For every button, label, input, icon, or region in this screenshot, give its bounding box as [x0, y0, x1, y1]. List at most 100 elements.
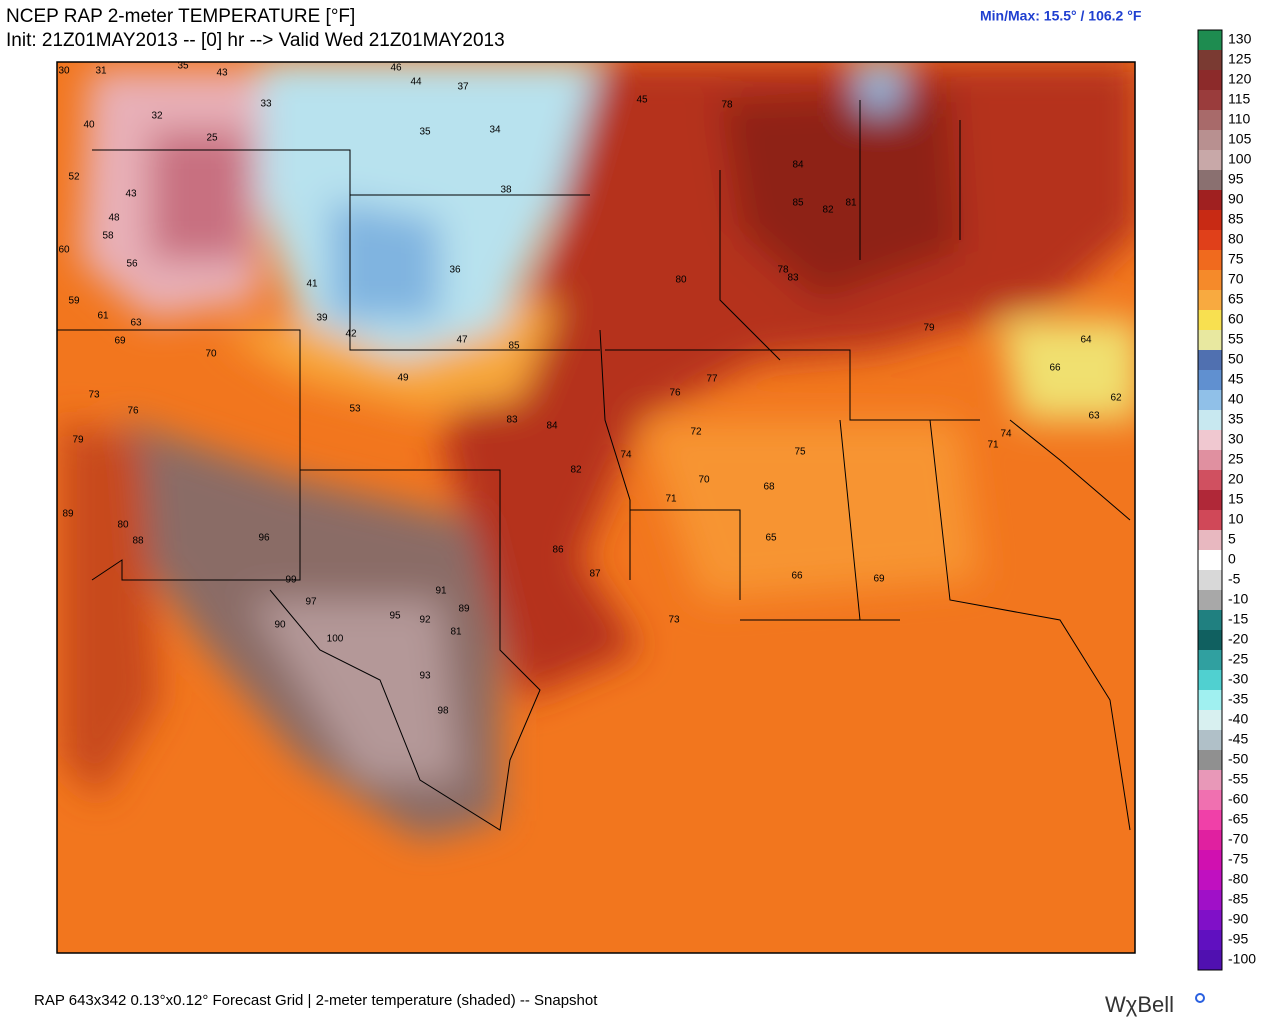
station-value: 49 — [397, 373, 409, 384]
station-value: 48 — [108, 213, 120, 224]
colorbar-label: 85 — [1228, 211, 1244, 227]
colorbar-swatch — [1198, 350, 1222, 370]
colorbar-label: -50 — [1228, 751, 1248, 767]
colorbar-label: 65 — [1228, 291, 1244, 307]
station-value: 36 — [449, 265, 461, 276]
colorbar-swatch — [1198, 130, 1222, 150]
station-value: 78 — [777, 265, 789, 276]
station-value: 53 — [349, 404, 361, 415]
colorbar-label: 60 — [1228, 311, 1244, 327]
station-value: 69 — [873, 574, 885, 585]
colorbar-swatch — [1198, 790, 1222, 810]
colorbar-swatch — [1198, 430, 1222, 450]
colorbar-swatch — [1198, 890, 1222, 910]
colorbar-label: 40 — [1228, 391, 1244, 407]
station-value: 88 — [132, 536, 144, 547]
station-value: 93 — [419, 671, 431, 682]
colorbar-label: -30 — [1228, 671, 1248, 687]
logo: WχBell — [1105, 992, 1174, 1017]
colorbar-swatch — [1198, 30, 1222, 50]
colorbar-swatch — [1198, 370, 1222, 390]
colorbar-swatch — [1198, 610, 1222, 630]
station-value: 78 — [721, 100, 733, 111]
colorbar-label: 45 — [1228, 371, 1244, 387]
colorbar-swatch — [1198, 910, 1222, 930]
colorbar-label: 30 — [1228, 431, 1244, 447]
station-value: 90 — [274, 620, 286, 631]
station-value: 70 — [205, 349, 217, 360]
colorbar-swatch — [1198, 630, 1222, 650]
colorbar-label: 50 — [1228, 351, 1244, 367]
station-value: 45 — [636, 95, 648, 106]
station-value: 68 — [763, 482, 775, 493]
colorbar-swatch — [1198, 470, 1222, 490]
station-value: 56 — [126, 259, 138, 270]
station-value: 71 — [987, 440, 999, 451]
station-value: 92 — [419, 615, 431, 626]
station-value: 62 — [1110, 393, 1122, 404]
station-value: 59 — [68, 296, 80, 307]
colorbar-swatch — [1198, 510, 1222, 530]
station-value: 70 — [698, 475, 710, 486]
colorbar-label: -55 — [1228, 771, 1248, 787]
station-value: 37 — [457, 82, 469, 93]
colorbar-swatch — [1198, 930, 1222, 950]
station-value: 86 — [552, 545, 564, 556]
station-value: 52 — [68, 172, 80, 183]
colorbar-label: 130 — [1228, 31, 1252, 47]
colorbar-swatch — [1198, 950, 1222, 970]
station-value: 75 — [794, 447, 806, 458]
colorbar-label: -60 — [1228, 791, 1248, 807]
colorbar-swatch — [1198, 490, 1222, 510]
logo-dot — [1195, 993, 1205, 1003]
colorbar-label: 70 — [1228, 271, 1244, 287]
station-value: 76 — [127, 406, 139, 417]
station-value: 74 — [620, 450, 632, 461]
colorbar-label: 55 — [1228, 331, 1244, 347]
station-value: 96 — [258, 533, 270, 544]
colorbar-label: -65 — [1228, 811, 1248, 827]
station-value: 81 — [450, 627, 462, 638]
colorbar-swatch — [1198, 170, 1222, 190]
station-value: 91 — [435, 586, 447, 597]
colorbar-swatch — [1198, 330, 1222, 350]
cold-pocket — [330, 200, 440, 320]
colorbar-label: -90 — [1228, 911, 1248, 927]
colorbar-swatch — [1198, 650, 1222, 670]
hot-core — [720, 90, 960, 300]
station-value: 72 — [690, 427, 702, 438]
station-value: 34 — [489, 125, 501, 136]
colorbar-label: 100 — [1228, 151, 1252, 167]
station-value: 30 — [58, 66, 70, 77]
station-value: 82 — [570, 465, 582, 476]
colorbar-label: 110 — [1228, 111, 1251, 127]
station-value: 35 — [419, 127, 431, 138]
colorbar-label: 25 — [1228, 451, 1244, 467]
station-values: 30 31 35 43 46 44 37 33 40 32 25 52 43 48 58 56 60 59 61 63… — [58, 61, 1122, 717]
colorbar-label: -10 — [1228, 591, 1248, 607]
appalachian-cool — [1000, 320, 1135, 420]
colorbar-swatch — [1198, 150, 1222, 170]
station-value: 73 — [668, 615, 680, 626]
colorbar-label: 105 — [1228, 131, 1252, 147]
colorbar-swatch — [1198, 110, 1222, 130]
colorbar-label: 20 — [1228, 471, 1244, 487]
station-value: 84 — [546, 421, 558, 432]
station-value: 60 — [58, 245, 70, 256]
station-value: 73 — [88, 390, 100, 401]
station-value: 84 — [792, 160, 804, 171]
colorbar-swatch — [1198, 310, 1222, 330]
colorbar-swatch — [1198, 770, 1222, 790]
colorbar-swatch — [1198, 270, 1222, 290]
init-line: Init: 21Z01MAY2013 -- [0] hr --> Valid W… — [6, 30, 505, 51]
colorbar-label: -70 — [1228, 831, 1248, 847]
colorbar-label: -20 — [1228, 631, 1248, 647]
station-value: 80 — [117, 520, 129, 531]
station-value: 47 — [456, 335, 468, 346]
colorbar-label: -85 — [1228, 891, 1248, 907]
station-value: 79 — [72, 435, 84, 446]
colorbar-label: -95 — [1228, 931, 1248, 947]
station-value: 85 — [508, 341, 520, 352]
mountain-cold — [150, 130, 250, 260]
